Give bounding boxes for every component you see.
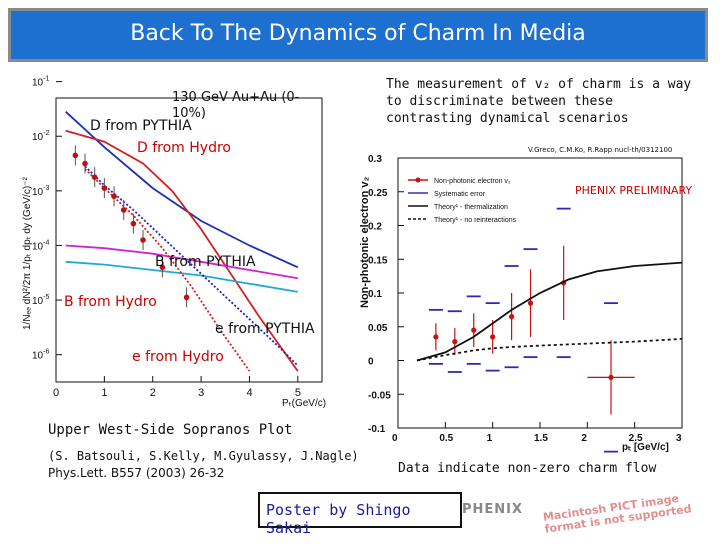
poster-box: Poster by Shingo Sakai [258, 492, 462, 537]
left-x-tick-label: 2 [150, 387, 156, 399]
left-x-axis-label: Pₜ(GeV/c) [282, 398, 326, 409]
right-legend-marker [415, 177, 421, 183]
right-data-point [490, 334, 496, 340]
right-legend-label: Systematic error [434, 191, 486, 198]
left-plot-frame [55, 97, 323, 383]
left-y-tick-label: 10-2 [32, 130, 49, 143]
left-y-tick-label: 10-5 [32, 294, 49, 307]
right-x-tick-label: 3 [676, 433, 682, 444]
right-y-axis-label: Non-photonic electron v₂ [359, 177, 371, 309]
left-series-e-from-pythia [84, 165, 299, 367]
right-data-point [527, 300, 534, 306]
right-curve-theory-thermalization [416, 261, 683, 362]
slide-title: Back To The Dynamics of Charm In Media [130, 21, 586, 46]
left-y-tick-label: 10-6 [32, 349, 49, 362]
left-y-tick-label: 10-4 [32, 239, 49, 252]
right-legend-label: Non-photonic electron v₂ [434, 178, 511, 185]
right-y-tick-label: 0.1 [368, 289, 382, 300]
right-x-axis-label: pₜ [GeV/c] [622, 442, 669, 453]
right-x-tick-label: 2.5 [629, 433, 643, 444]
right-data-point [471, 327, 477, 333]
phenix-logo: PHENIX [462, 502, 524, 517]
right-y-tick-label: 0.05 [368, 323, 388, 334]
right-x-tick-label: 0.5 [439, 433, 453, 444]
title-banner: Back To The Dynamics of Charm In Media [8, 8, 708, 62]
conclusion-text: Data indicate non-zero charm flow [398, 461, 657, 476]
left-series-d-from-hydro [65, 129, 299, 372]
left-y-axis-label: 1/Nₑₑ dN²/2π 1/pₜ dpₜ dy (GeV/c)⁻² [22, 177, 33, 330]
right-x-tick-label: 1.5 [534, 433, 548, 444]
right-legend-label: Theory¹ - thermalization [434, 204, 508, 211]
e-hydro-label: e from Hydro [132, 349, 224, 365]
left-x-tick-label: 1 [101, 387, 107, 399]
left-series-b-from-pythia [65, 244, 298, 280]
left-x-tick-label: 4 [246, 387, 252, 399]
preliminary-label: PHENIX PRELIMINARY [575, 184, 693, 197]
right-legend-label: Theory¹ - no reinteractions [434, 217, 517, 224]
left-data-point [120, 207, 127, 213]
right-y-tick-label: -0.05 [368, 390, 391, 401]
left-x-tick-label: 0 [53, 387, 59, 399]
left-data-point [183, 294, 190, 301]
d-hydro-label: D from Hydro [137, 140, 231, 156]
left-series-e-from-hydro [84, 168, 251, 372]
left-y-tick-label: 10-3 [32, 185, 49, 198]
b-hydro-label: B from Hydro [64, 294, 157, 310]
right-y-tick-label: 0 [368, 357, 374, 368]
left-data-point [101, 185, 108, 191]
left-series-b-from-hydro [65, 260, 298, 293]
right-y-tick-label: 0.15 [368, 255, 388, 266]
left-data-point [91, 174, 98, 180]
plot-caption: Upper West-Side Sopranos Plot [48, 422, 293, 438]
left-data-point [72, 152, 79, 159]
left-x-tick-label: 3 [198, 387, 204, 399]
left-series-d-from-pythia [65, 111, 299, 269]
right-y-tick-label: -0.1 [368, 424, 386, 435]
left-data-point [140, 237, 146, 243]
b-pythia-label: B from PYTHIA [155, 254, 256, 270]
left-data-point [82, 160, 88, 167]
e-pythia-label: e from PYTHIA [215, 321, 315, 337]
reference-label: Phys.Lett. B557 (2003) 26-32 [48, 466, 225, 480]
right-data-point [433, 334, 439, 340]
right-data-point [452, 339, 458, 345]
description-text: The measurement of v₂ of charm is a way … [386, 77, 692, 126]
right-y-tick-label: 0.2 [368, 222, 382, 233]
right-x-tick-label: 2 [581, 433, 587, 444]
right-y-tick-label: 0.3 [368, 154, 382, 165]
poster-credit: Poster by Shingo Sakai [266, 501, 411, 537]
d-pythia-label: D from PYTHIA [90, 118, 192, 134]
energy-label: 130 GeV Au+Au (0-10%) [172, 90, 300, 121]
left-x-tick-label: 5 [295, 387, 301, 399]
left-y-tick-label: 10-1 [32, 76, 49, 89]
left-data-point [130, 220, 137, 227]
right-data-point [509, 314, 515, 320]
right-y-tick-label: 0.25 [368, 188, 388, 199]
left-data-point [111, 193, 117, 200]
left-data-point [159, 264, 166, 271]
right-curve-theory-no-reinteractions [416, 338, 683, 362]
authors-label: (S. Batsouli, S.Kelly, M.Gyulassy, J.Nag… [48, 449, 359, 463]
right-x-tick-label: 1 [487, 433, 493, 444]
right-x-tick-label: 0 [392, 433, 398, 444]
citation-text: V.Greco, C.M.Ko, R.Rapp nucl-th/0312100 [528, 146, 673, 154]
